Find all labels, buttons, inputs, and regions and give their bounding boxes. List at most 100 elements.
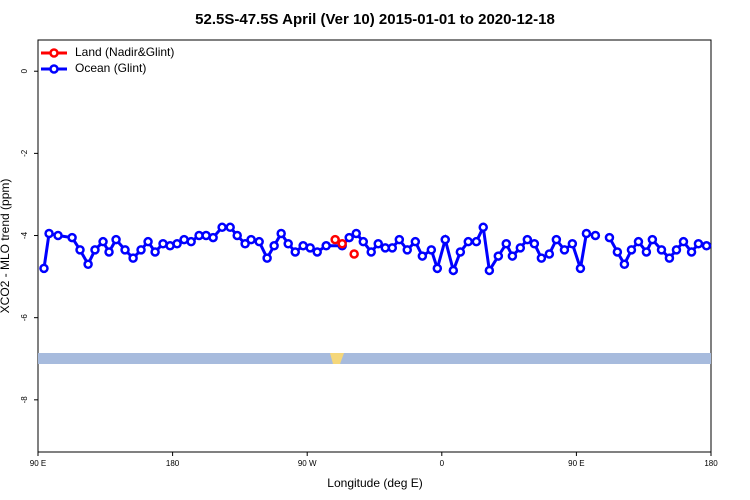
data-point	[581, 228, 592, 239]
data-point	[143, 236, 153, 247]
data-point	[641, 247, 652, 257]
x-tick-label: 90 E	[568, 459, 584, 468]
x-axis-label: Longitude (deg E)	[327, 476, 422, 490]
data-point	[90, 245, 100, 255]
data-point	[276, 228, 286, 239]
data-point	[246, 234, 256, 245]
data-point	[104, 247, 114, 257]
y-tick-label: 0	[20, 68, 29, 73]
data-point	[701, 241, 712, 251]
y-tick-label: -4	[20, 231, 29, 239]
data-point	[111, 234, 121, 245]
data-point	[410, 236, 421, 247]
x-tick-label: 180	[704, 459, 718, 468]
legend-marker	[49, 48, 59, 58]
data-point	[283, 238, 293, 249]
data-point	[394, 234, 405, 245]
legend-marker	[49, 64, 59, 74]
data-point	[686, 247, 697, 257]
data-point	[612, 247, 623, 257]
data-point	[186, 236, 196, 247]
data-point	[671, 245, 682, 255]
chart-title: 52.5S-47.5S April (Ver 10) 2015-01-01 to…	[195, 11, 555, 28]
data-point	[402, 245, 413, 255]
data-point	[373, 238, 383, 249]
data-point	[647, 234, 658, 245]
y-tick-label: -2	[20, 149, 29, 157]
y-tick-label: -6	[20, 314, 29, 322]
data-point	[678, 236, 689, 247]
y-axis-label: XCO2 - MLO trend (ppm)	[0, 179, 12, 314]
data-point	[501, 238, 512, 249]
data-point	[208, 232, 218, 243]
data-point	[53, 230, 63, 241]
data-point	[321, 241, 331, 251]
x-tick-label: 180	[166, 459, 180, 468]
data-point	[387, 243, 398, 253]
data-point	[312, 247, 322, 257]
data-point	[551, 234, 562, 245]
data-point	[262, 253, 272, 263]
data-point	[484, 265, 495, 276]
data-point	[351, 228, 362, 239]
data-point	[693, 238, 704, 249]
data-point	[656, 245, 667, 255]
x-tick-label: 0	[440, 459, 445, 468]
data-point	[44, 228, 54, 239]
data-point	[254, 236, 264, 247]
data-point	[75, 245, 85, 255]
data-point	[128, 253, 138, 263]
data-point	[232, 230, 242, 241]
land-patch	[330, 353, 344, 364]
data-point	[536, 253, 547, 263]
data-point	[440, 234, 450, 245]
data-point	[349, 249, 359, 259]
data-point	[633, 236, 644, 247]
data-point	[120, 245, 130, 255]
data-point	[463, 236, 474, 247]
data-point	[83, 259, 93, 270]
legend-label: Ocean (Glint)	[75, 61, 146, 75]
data-point	[217, 222, 227, 233]
data-point	[522, 234, 533, 245]
land-mask-strip	[38, 353, 711, 364]
data-point	[337, 238, 347, 249]
x-tick-label: 90 W	[298, 459, 317, 468]
data-point	[172, 238, 182, 249]
data-point	[67, 232, 77, 243]
data-point	[619, 259, 630, 270]
data-point	[290, 247, 300, 257]
data-point	[330, 234, 340, 245]
data-point	[432, 263, 443, 274]
data-point	[604, 232, 615, 243]
data-point	[559, 245, 570, 255]
data-point	[515, 243, 526, 253]
data-point	[305, 243, 315, 253]
data-point	[575, 263, 586, 274]
x-tick-label: 90 E	[30, 459, 46, 468]
data-point	[455, 247, 466, 257]
data-point	[358, 236, 369, 247]
data-point	[590, 230, 601, 241]
data-point	[39, 263, 49, 274]
data-point	[150, 247, 160, 257]
data-point	[136, 245, 146, 255]
data-point	[507, 251, 518, 261]
data-point	[225, 222, 235, 233]
data-point	[240, 238, 250, 249]
data-point	[426, 245, 437, 255]
data-point	[493, 251, 504, 261]
data-point	[478, 222, 488, 233]
data-point	[269, 241, 279, 251]
data-point	[471, 236, 482, 247]
data-point	[98, 236, 108, 247]
data-point	[664, 253, 675, 263]
data-point	[417, 251, 428, 261]
legend-label: Land (Nadir&Glint)	[75, 45, 174, 59]
data-point	[567, 238, 578, 249]
data-point	[344, 232, 354, 243]
data-point	[626, 245, 637, 255]
data-point	[529, 238, 540, 249]
